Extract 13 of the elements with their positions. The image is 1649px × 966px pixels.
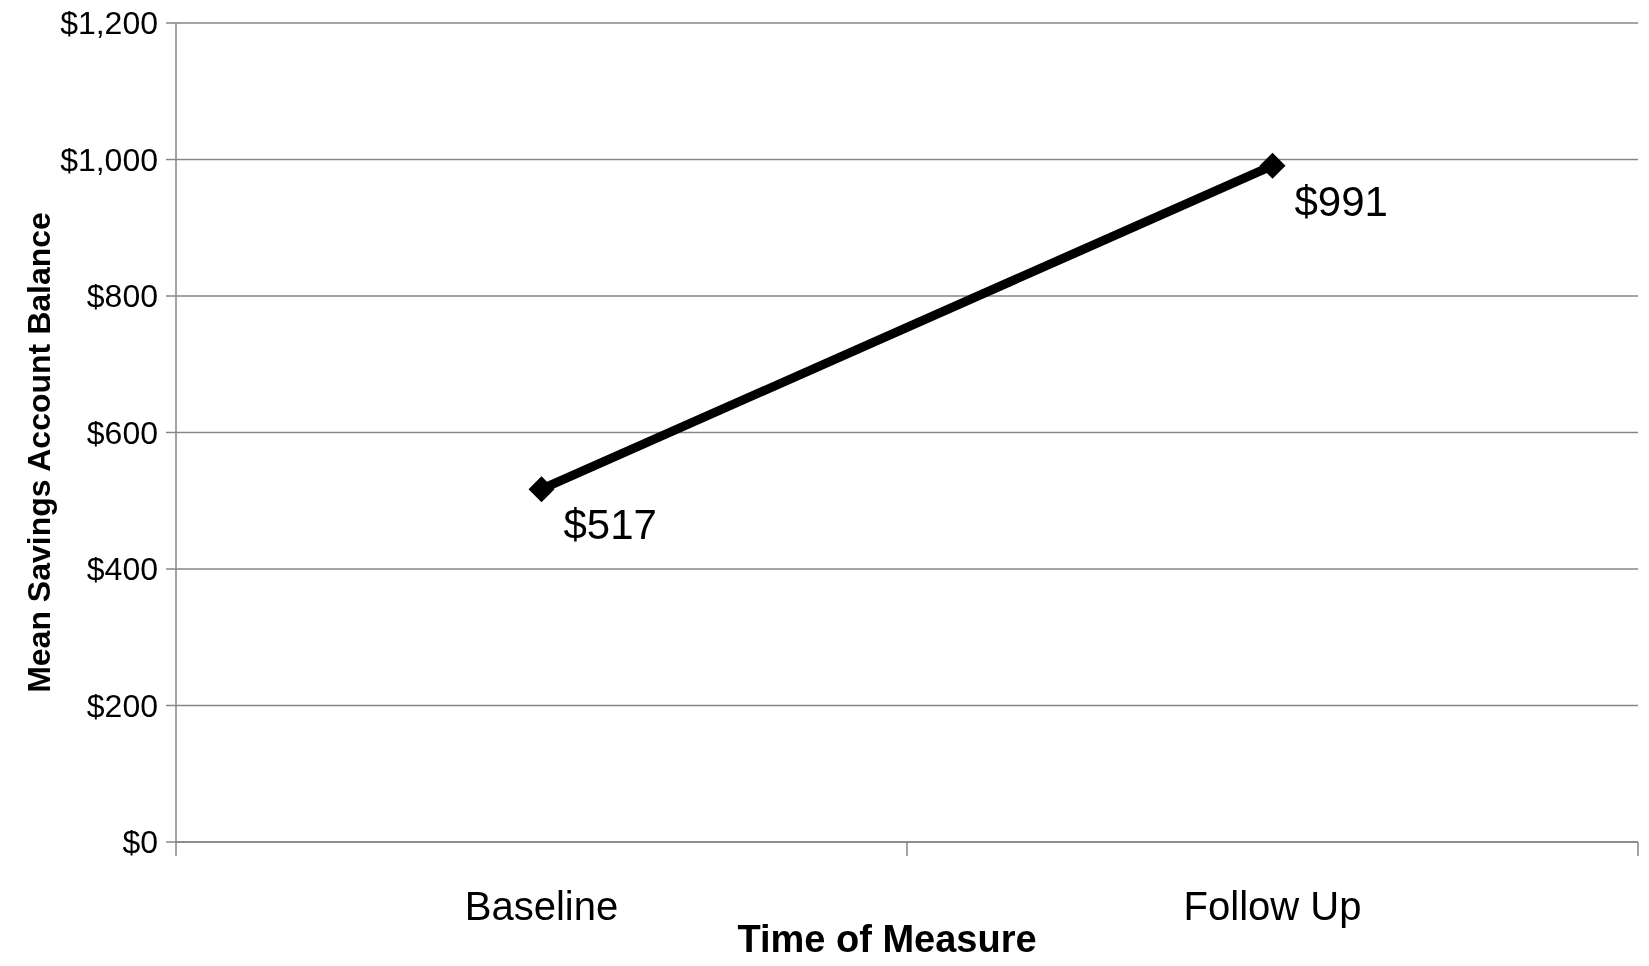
data-label: $991 bbox=[1294, 177, 1388, 225]
x-tick-label: Follow Up bbox=[1183, 884, 1362, 928]
x-axis-title: Time of Measure bbox=[737, 918, 1037, 960]
y-tick-label: $800 bbox=[86, 278, 158, 315]
y-tick-label: $1,000 bbox=[60, 141, 158, 178]
y-tick-label: $200 bbox=[86, 687, 158, 724]
y-tick-label: $400 bbox=[86, 551, 158, 588]
y-tick-label: $600 bbox=[86, 414, 158, 451]
y-tick-label: $1,200 bbox=[60, 5, 158, 42]
x-tick-label: Baseline bbox=[464, 884, 619, 928]
data-label: $517 bbox=[563, 501, 657, 549]
y-tick-label: $0 bbox=[122, 824, 158, 861]
y-axis-title: Mean Savings Account Balance bbox=[21, 212, 57, 693]
